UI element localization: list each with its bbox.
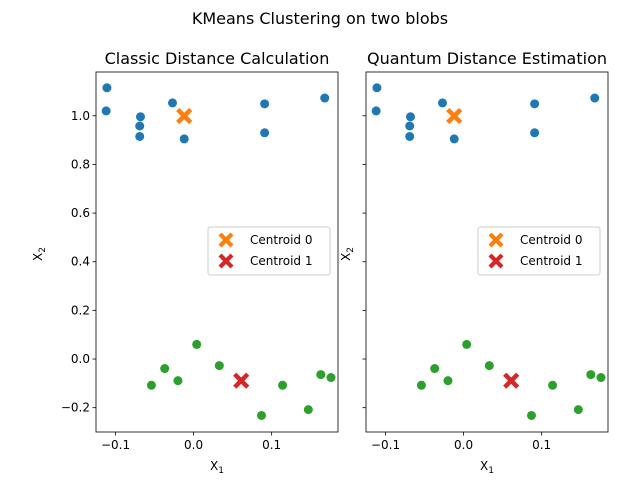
left-y-axis-label: X2 bbox=[31, 247, 48, 261]
cluster-0-point bbox=[260, 99, 270, 109]
left-plot-title: Classic Distance Calculation bbox=[105, 49, 330, 68]
cluster-0-point bbox=[438, 98, 448, 108]
legend-marker bbox=[218, 232, 234, 248]
legend-marker bbox=[488, 253, 504, 269]
cluster-0-point bbox=[530, 99, 540, 109]
cluster-0-point bbox=[135, 112, 145, 122]
figure-suptitle: KMeans Clustering on two blobs bbox=[192, 9, 448, 28]
legend-box bbox=[207, 226, 331, 276]
right-y-axis-label: X2 bbox=[339, 247, 356, 261]
left-axes-frame bbox=[95, 71, 339, 433]
legend-marker bbox=[218, 253, 234, 269]
legend-marker bbox=[488, 232, 504, 248]
cluster-1-point bbox=[160, 364, 170, 374]
cluster-1-point bbox=[326, 373, 336, 383]
centroid-marker bbox=[503, 372, 520, 389]
x-tick-label: 0.1 bbox=[262, 438, 281, 452]
legend-entry-label: Centroid 1 bbox=[250, 254, 312, 268]
cluster-0-point bbox=[530, 128, 540, 138]
centroid-marker bbox=[446, 107, 463, 125]
cluster-1-point bbox=[316, 370, 326, 380]
left-x-axis-label: X1 bbox=[210, 459, 224, 476]
cluster-0-point bbox=[405, 131, 415, 141]
y-tick-label: 1.0 bbox=[71, 109, 90, 123]
y-tick-label: 0.0 bbox=[71, 352, 90, 366]
left-plot-panel: Classic Distance Calculation −0.1 0.0 0.1 −0… bbox=[31, 49, 339, 476]
cluster-1-point bbox=[173, 376, 183, 386]
centroid-marker bbox=[176, 107, 193, 125]
cluster-0-point bbox=[179, 134, 189, 144]
cluster-1-point bbox=[443, 376, 453, 386]
cluster-0-point bbox=[101, 106, 111, 116]
cluster-1-point bbox=[548, 380, 558, 390]
y-tick-label: 0.2 bbox=[71, 303, 90, 317]
right-axes-frame bbox=[365, 71, 609, 433]
cluster-0-point bbox=[135, 131, 145, 141]
cluster-1-point bbox=[462, 339, 472, 349]
centroid-marker bbox=[233, 372, 250, 389]
cluster-1-point bbox=[214, 361, 224, 371]
x-tick-label: 0.0 bbox=[454, 438, 473, 452]
cluster-1-point bbox=[256, 410, 266, 420]
cluster-1-point bbox=[146, 380, 156, 390]
y-tick-label: 0.8 bbox=[71, 157, 90, 171]
x-tick-label: −0.1 bbox=[101, 438, 130, 452]
cluster-0-point bbox=[320, 93, 330, 103]
y-tick-label: 0.4 bbox=[71, 255, 90, 269]
cluster-0-point bbox=[372, 83, 382, 93]
cluster-1-point bbox=[586, 370, 596, 380]
cluster-1-point bbox=[484, 361, 494, 371]
cluster-0-point bbox=[102, 83, 112, 93]
x-tick-label: −0.1 bbox=[371, 438, 400, 452]
cluster-0-point bbox=[260, 128, 270, 138]
left-legend: Centroid 0 Centroid 1 bbox=[207, 226, 331, 276]
cluster-1-point bbox=[416, 380, 426, 390]
right-x-axis-label: X1 bbox=[480, 459, 494, 476]
cluster-0-point bbox=[449, 134, 459, 144]
cluster-0-point bbox=[405, 121, 415, 131]
cluster-1-point bbox=[430, 364, 440, 374]
cluster-1-point bbox=[596, 373, 606, 383]
right-legend: Centroid 0 Centroid 1 bbox=[477, 226, 601, 276]
cluster-0-point bbox=[405, 112, 415, 122]
cluster-1-point bbox=[278, 380, 288, 390]
right-plot-panel: Quantum Distance Estimation −0.1 0.0 0.1 X1 X… bbox=[339, 49, 609, 476]
cluster-0-point bbox=[590, 93, 600, 103]
legend-entry-label: Centroid 0 bbox=[250, 233, 312, 247]
right-plot-title: Quantum Distance Estimation bbox=[367, 49, 607, 68]
y-tick-label: 0.6 bbox=[71, 206, 90, 220]
cluster-1-point bbox=[303, 405, 313, 415]
cluster-1-point bbox=[192, 339, 202, 349]
legend-entry-label: Centroid 1 bbox=[520, 254, 582, 268]
y-tick-label: −0.2 bbox=[61, 401, 90, 415]
cluster-0-point bbox=[371, 106, 381, 116]
x-tick-label: 0.1 bbox=[532, 438, 551, 452]
legend-box bbox=[477, 226, 601, 276]
cluster-1-point bbox=[526, 410, 536, 420]
cluster-0-point bbox=[135, 121, 145, 131]
cluster-0-point bbox=[168, 98, 178, 108]
cluster-1-point bbox=[573, 405, 583, 415]
x-tick-label: 0.0 bbox=[184, 438, 203, 452]
legend-entry-label: Centroid 0 bbox=[520, 233, 582, 247]
